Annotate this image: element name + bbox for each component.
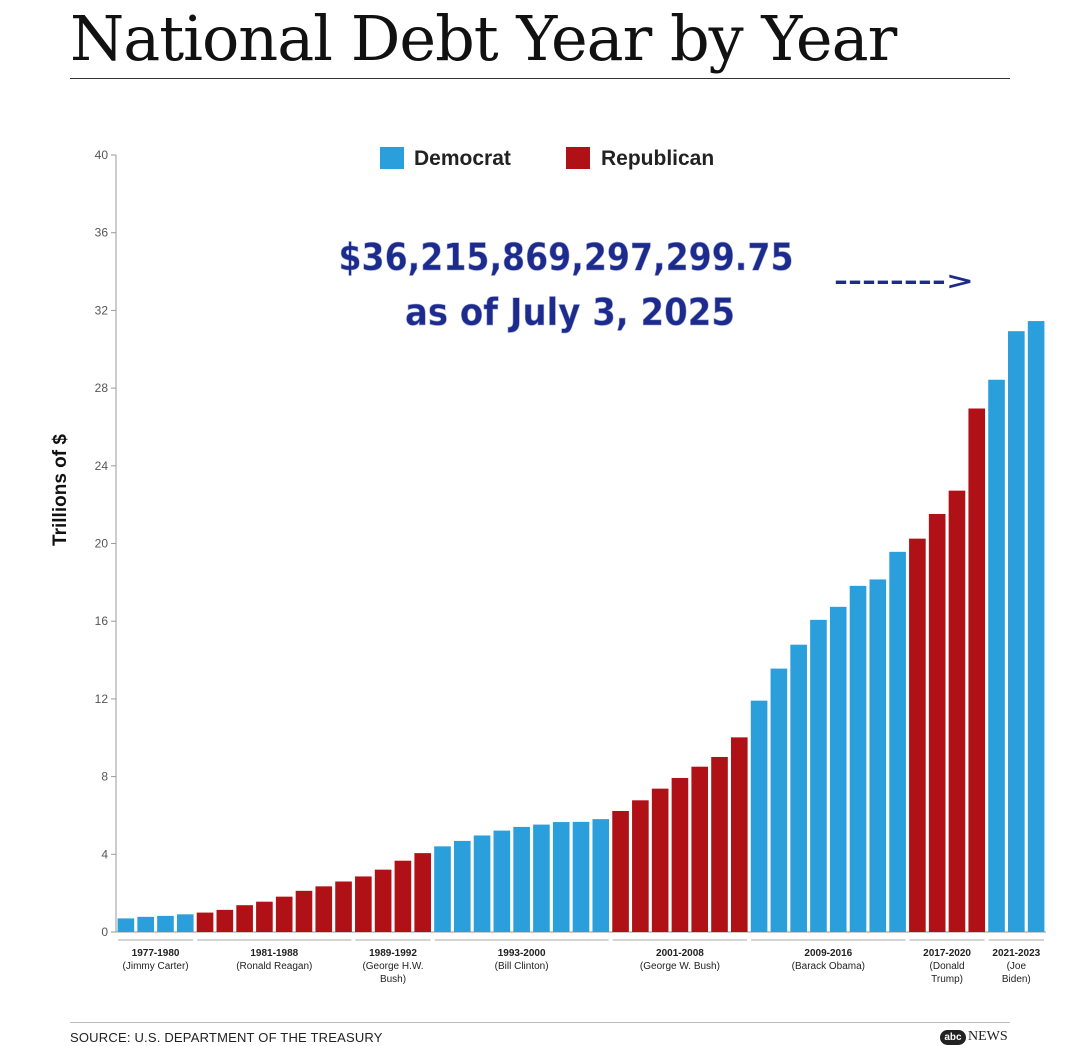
x-group-label: Bush) <box>380 974 406 985</box>
bar <box>651 788 669 932</box>
x-group-label: (Joe <box>1007 961 1027 972</box>
bar <box>275 896 293 932</box>
y-tick-label: 36 <box>95 226 109 240</box>
x-group-label: 1989-1992 <box>369 948 417 959</box>
bar <box>355 876 372 932</box>
legend-label-democrat: Democrat <box>414 147 511 170</box>
bar <box>1008 331 1025 932</box>
x-group-label: (Bill Clinton) <box>495 961 549 972</box>
y-tick-label: 4 <box>101 847 108 861</box>
annotation-arrow: --------> <box>834 267 974 295</box>
bar <box>592 819 610 932</box>
bar <box>552 822 570 932</box>
bar <box>1027 321 1045 933</box>
bar <box>889 551 906 932</box>
bar <box>730 737 748 932</box>
y-tick-label: 0 <box>101 925 108 939</box>
abc-logo-word: NEWS <box>968 1029 1008 1044</box>
x-group-label: 2001-2008 <box>656 948 704 959</box>
x-group-label: (George H.W. <box>362 961 423 972</box>
bar <box>928 513 946 932</box>
bar <box>829 606 847 932</box>
y-tick-label: 40 <box>95 148 109 162</box>
bar <box>216 909 234 932</box>
x-group-label: 1977-1980 <box>132 948 180 959</box>
bar <box>750 700 768 932</box>
bar <box>849 585 867 932</box>
abc-logo-mark: abc <box>940 1029 966 1045</box>
y-tick-label: 20 <box>95 537 109 551</box>
y-tick-label: 16 <box>95 614 109 628</box>
bar <box>533 824 550 932</box>
bar <box>790 644 807 932</box>
bar <box>137 916 154 932</box>
x-group-label: 1981-1988 <box>250 948 298 959</box>
bar <box>671 777 689 932</box>
bar <box>909 538 926 932</box>
legend-swatch-democrat <box>380 147 404 169</box>
bar <box>453 840 471 932</box>
x-group-label: Trump) <box>931 974 963 985</box>
y-tick-label: 12 <box>95 692 109 706</box>
bar <box>374 869 392 932</box>
y-tick-label: 32 <box>95 303 109 317</box>
x-group-label: (Donald <box>930 961 965 972</box>
source-note: SOURCE: U.S. DEPARTMENT OF THE TREASURY <box>70 1030 383 1045</box>
bar <box>335 881 352 932</box>
x-group-label: 1993-2000 <box>498 948 546 959</box>
bar <box>513 826 530 932</box>
bar <box>414 853 432 932</box>
bar <box>632 800 649 932</box>
bar <box>176 914 194 932</box>
bar <box>493 830 511 932</box>
bar <box>196 912 214 932</box>
bar <box>810 619 827 932</box>
x-group-label: 2017-2020 <box>923 948 971 959</box>
bar <box>394 860 412 932</box>
chart-bars <box>117 321 1045 933</box>
bar <box>117 918 135 932</box>
annotation-amount: $36,215,869,297,299.75 <box>339 236 794 279</box>
y-tick-label: 24 <box>95 459 109 473</box>
y-axis-label: Trillions of $ <box>50 434 71 546</box>
chart-x-labels: 1977-1980 (Jimmy Carter) 1981-1988 (Ronald … <box>118 939 1044 985</box>
bar <box>612 810 629 932</box>
bar <box>968 408 986 932</box>
legend-label-republican: Republican <box>601 147 714 170</box>
annotation-date: as of July 3, 2025 <box>405 291 735 334</box>
x-group-label: (Barack Obama) <box>792 961 865 972</box>
debt-annotation: $36,215,869,297,299.75 as of July 3, 202… <box>338 236 974 335</box>
bar <box>295 890 313 932</box>
x-group-label: Biden) <box>1002 974 1031 985</box>
bar <box>473 835 491 932</box>
abc-news-logo: abc NEWS <box>940 1028 1008 1046</box>
legend-swatch-republican <box>566 147 590 169</box>
bar <box>256 901 273 932</box>
x-group-label: 2021-2023 <box>992 948 1040 959</box>
bar <box>572 821 590 932</box>
debt-bar-chart: 0 4 8 12 16 20 24 28 32 36 40 1977-1980 (Jimmy Cart… <box>50 147 1046 985</box>
bar <box>948 490 966 932</box>
bar <box>770 668 788 932</box>
bar <box>691 766 709 932</box>
x-group-label: 2009-2016 <box>804 948 852 959</box>
footer-divider <box>70 1022 1010 1023</box>
bar <box>236 905 253 932</box>
bar <box>315 886 333 932</box>
x-group-label: (Ronald Reagan) <box>236 961 312 972</box>
chart-legend: Democrat Republican <box>380 147 714 170</box>
y-tick-label: 28 <box>95 381 109 395</box>
bar <box>434 846 451 932</box>
y-tick-label: 8 <box>101 770 108 784</box>
bar <box>157 915 174 932</box>
bar <box>711 756 728 932</box>
x-group-label: (Jimmy Carter) <box>123 961 189 972</box>
bar <box>869 579 887 932</box>
bar <box>988 379 1005 932</box>
page-title: National Debt Year by Year <box>70 0 1010 79</box>
x-group-label: (George W. Bush) <box>640 961 720 972</box>
